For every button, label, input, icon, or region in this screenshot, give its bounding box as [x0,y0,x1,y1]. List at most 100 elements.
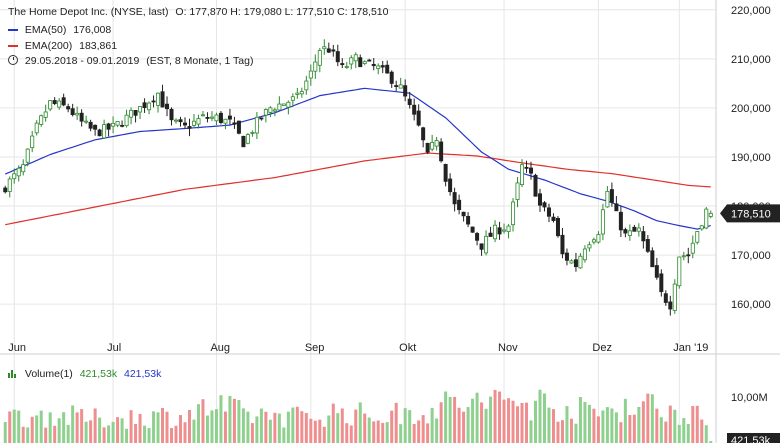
candle-body [30,135,35,149]
volume-bar [205,415,209,443]
volume-bar [412,424,416,443]
candle [227,108,232,125]
volume-last-label: 421,53k [731,435,771,443]
volume-bar [610,408,614,443]
volume-bar [448,396,452,443]
candle-body [484,235,489,254]
volume-label: Volume(1) [24,368,73,380]
candle-body [25,148,30,163]
volume-bar [444,391,448,443]
candle [295,87,300,99]
candle-body [416,110,421,126]
candle-body [187,126,192,129]
candle-body [304,80,309,91]
candle [380,60,385,74]
candle [52,97,57,106]
ema50-legend[interactable]: EMA(50) 176,008 [8,24,111,36]
x-tick-label: Jun [8,342,26,354]
ema200-legend[interactable]: EMA(200) 183,861 [8,40,117,52]
volume-bar [381,422,385,443]
candle-body [695,231,700,243]
candle [268,106,273,118]
candle [618,205,623,237]
candle [421,126,426,148]
volume-bar [179,415,182,443]
candle [708,210,713,219]
volume-bar [246,411,250,443]
candle-body [115,121,120,126]
candle-body [34,122,39,134]
candle-body [457,199,462,211]
volume-bar [44,427,48,443]
candle-body [659,273,664,293]
volume-bar [354,409,358,443]
candle [317,47,322,73]
candle-body [632,226,637,232]
candle-body [259,117,264,120]
candle [214,112,219,126]
volume-bar [277,413,281,443]
candle [627,224,632,241]
volume-bar [340,408,344,443]
volume-bar [498,391,502,443]
volume-bar [403,408,407,443]
candle [564,248,569,266]
volume-bar [241,408,245,443]
volume-bar [520,403,524,443]
candle [48,100,53,112]
volume-bar [125,428,129,443]
candle-body [614,203,619,212]
ema200-value: 183,861 [79,40,118,52]
volume-bar [623,398,627,443]
candle [600,203,605,241]
candle [272,107,277,117]
candle [349,55,354,70]
candle [313,54,318,79]
candle [587,241,592,252]
candle-body [578,255,583,269]
candle-body [596,234,601,243]
candle [497,221,502,240]
candle [443,163,448,187]
candle [326,42,331,54]
volume-bar [632,414,636,443]
candle [695,231,700,245]
candle-body [254,116,259,134]
candle-body [241,135,246,148]
volume-bar [161,407,165,443]
candle [147,101,152,115]
volume-bar [556,421,560,443]
candle-body [650,250,655,268]
candle-body [93,124,98,130]
candle [115,121,120,128]
date-range-row: 29.05.2018 - 09.01.2019 (EST, 8 Monate, … [8,55,253,67]
candle [124,109,129,128]
candle-body [677,256,682,287]
volume-bar [62,412,66,443]
candle [7,176,12,198]
candle-body [537,193,542,206]
volume-bar [619,422,623,443]
candle [520,159,525,188]
ema50-value: 176,008 [73,24,112,36]
candle [142,98,147,113]
volume-bar [187,409,191,443]
volume-bar [529,420,533,443]
volume-bar [466,407,470,443]
volume-bar [367,417,371,443]
candle-body [169,108,174,121]
candle-body [412,104,417,115]
volume-bar [385,422,389,443]
candle-body [200,114,205,117]
candle [120,120,125,128]
volume-legend[interactable]: Volume(1) 421,53k 421,53k [8,368,161,380]
volume-bar [516,406,520,443]
candle-body [380,65,385,68]
volume-bar [237,400,241,443]
volume-bar [214,409,218,443]
volume-bar [107,425,111,443]
volume-bar [336,413,340,443]
volume-bar [35,415,39,443]
candle [699,224,704,231]
